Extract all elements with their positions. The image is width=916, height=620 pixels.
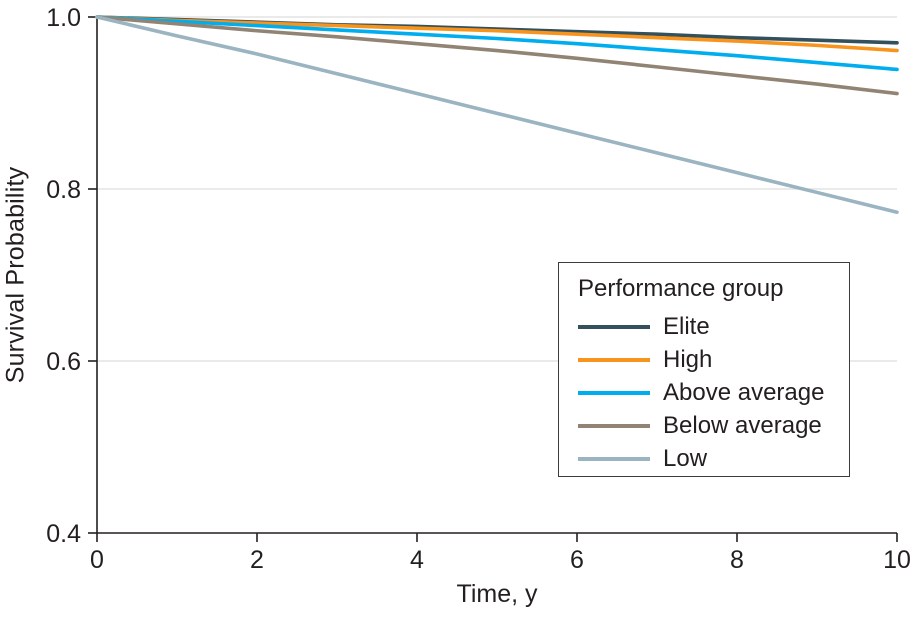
y-tick-label-0.4: 0.4 xyxy=(46,520,81,548)
x-tick-label-0: 0 xyxy=(90,546,104,574)
series-line-above-average xyxy=(95,15,899,72)
series-line-below-average xyxy=(95,15,899,96)
legend-swatch-above-average xyxy=(578,390,650,395)
legend-label-low: Low xyxy=(663,444,708,472)
legend-item-elite: Elite xyxy=(578,310,849,343)
series-line-low xyxy=(95,15,899,215)
legend-item-below-average: Below average xyxy=(578,409,849,442)
y-tick-label-1: 1.0 xyxy=(46,4,81,32)
legend-title: Performance group xyxy=(578,275,784,302)
legend-label-below-average: Below average xyxy=(663,411,822,439)
legend-swatch-low xyxy=(578,456,650,461)
x-axis-label: Time, y xyxy=(456,580,538,608)
legend-item-above-average: Above average xyxy=(578,376,849,409)
x-tick-label-6: 6 xyxy=(570,546,584,574)
series-line-high xyxy=(95,15,899,53)
legend-swatch-elite xyxy=(578,324,650,329)
y-tick-label-0.8: 0.8 xyxy=(46,176,81,204)
x-tick-label-10: 10 xyxy=(883,546,911,574)
x-tick-label-4: 4 xyxy=(410,546,424,574)
legend-swatch-below-average xyxy=(578,423,650,428)
legend-label-high: High xyxy=(663,345,713,373)
legend-item-low: Low xyxy=(578,442,849,475)
legend-label-elite: Elite xyxy=(663,312,710,340)
legend-swatch-high xyxy=(578,357,650,362)
legend-item-high: High xyxy=(578,343,849,376)
legend-label-above-average: Above average xyxy=(663,378,825,406)
legend-entries: Elite High Above average Below average Low xyxy=(578,310,849,475)
x-tick-label-2: 2 xyxy=(250,546,264,574)
y-tick-label-0.6: 0.6 xyxy=(46,348,81,376)
y-axis-label: Survival Probability xyxy=(1,166,30,384)
legend: Performance group Elite High Above average… xyxy=(558,262,850,477)
x-tick-label-8: 8 xyxy=(730,546,744,574)
